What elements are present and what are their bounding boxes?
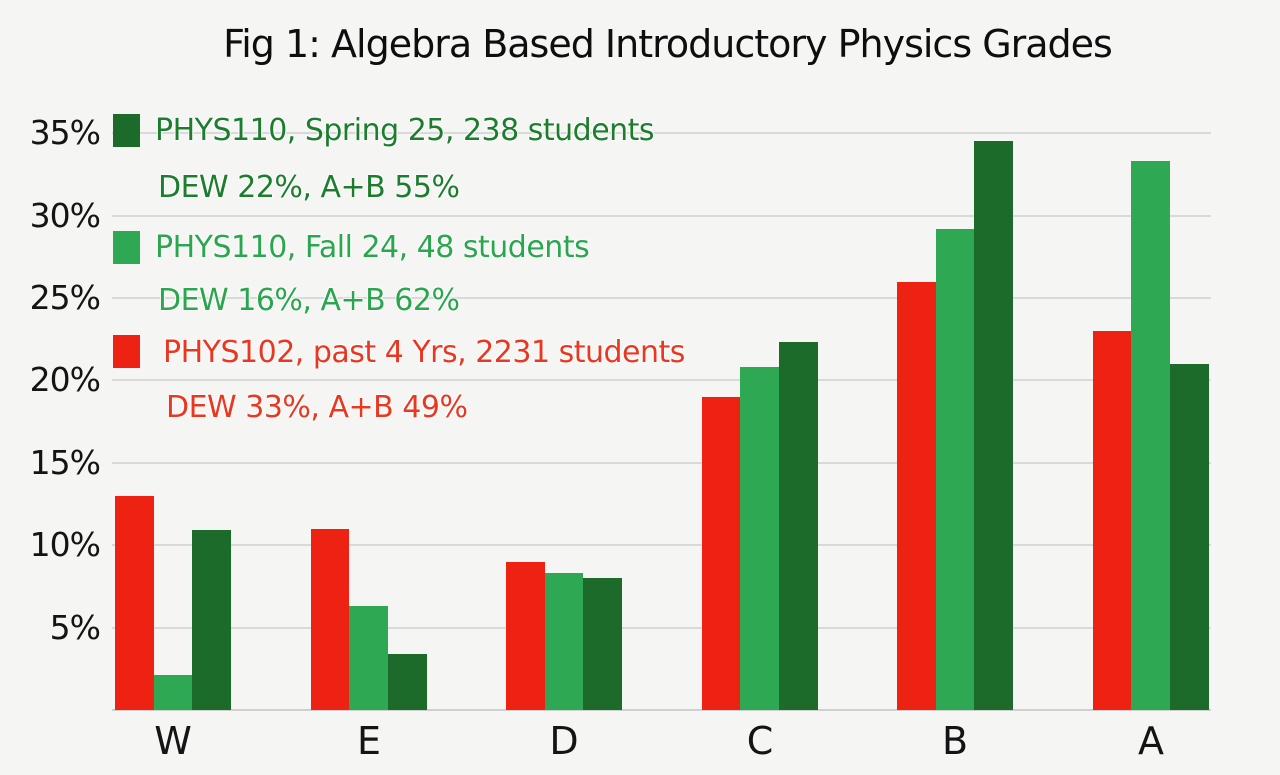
bar-A-series2 <box>1170 364 1209 710</box>
legend-series-label: PHYS102, past 4 Yrs, 2231 students <box>163 335 685 370</box>
legend-swatch <box>113 231 140 264</box>
y-axis-tick-label: 15% <box>29 442 101 482</box>
x-axis-category-label: A <box>1138 719 1164 763</box>
bar-C-series1 <box>740 367 779 710</box>
bar-B-series0 <box>897 282 936 710</box>
legend-series-label: PHYS110, Spring 25, 238 students <box>155 113 655 148</box>
x-axis-category-label: E <box>356 719 381 763</box>
y-axis-tick-label: 35% <box>29 113 101 153</box>
x-axis-category-label: W <box>154 719 192 763</box>
gridline-20% <box>112 379 1211 382</box>
bar-D-series2 <box>583 578 622 710</box>
gridline-30% <box>112 214 1211 217</box>
bar-E-series2 <box>388 654 427 710</box>
legend-series-summary: DEW 33%, A+B 49% <box>166 390 468 425</box>
x-axis-category-label: C <box>746 719 774 763</box>
bar-W-series2 <box>192 530 231 710</box>
bar-D-series0 <box>506 562 545 710</box>
legend-series-summary: DEW 16%, A+B 62% <box>158 283 460 318</box>
y-axis-tick-label: 20% <box>29 360 101 400</box>
y-axis-tick-label: 25% <box>29 278 101 317</box>
bar-A-series1 <box>1131 161 1170 710</box>
gridline-5% <box>112 626 1211 629</box>
chart-title: Fig 1: Algebra Based Introductory Physic… <box>223 22 1113 66</box>
bar-W-series0 <box>115 496 154 710</box>
gridline-10% <box>112 544 1211 547</box>
y-axis-tick-label: 30% <box>29 195 101 235</box>
bar-E-series0 <box>311 529 349 710</box>
legend-series-summary: DEW 22%, A+B 55% <box>158 170 460 205</box>
bar-A-series0 <box>1093 331 1131 710</box>
bar-C-series0 <box>702 397 740 710</box>
gridline-15% <box>112 461 1211 464</box>
bar-E-series1 <box>349 606 388 710</box>
y-axis-tick-label: 5% <box>49 607 101 647</box>
y-axis-tick-label: 10% <box>29 525 101 565</box>
x-axis-line <box>112 709 1211 711</box>
bar-B-series2 <box>974 141 1013 710</box>
gridline-35% <box>112 132 1211 135</box>
bar-D-series1 <box>545 573 583 710</box>
legend-swatch <box>113 114 140 147</box>
x-axis-category-label: B <box>941 719 969 763</box>
bar-C-series2 <box>779 342 818 710</box>
gridline-25% <box>112 297 1211 299</box>
legend-swatch <box>113 335 140 368</box>
legend-series-label: PHYS110, Fall 24, 48 students <box>155 230 590 265</box>
bar-B-series1 <box>936 229 974 710</box>
x-axis-category-label: D <box>549 719 579 763</box>
bar-W-series1 <box>154 675 192 710</box>
